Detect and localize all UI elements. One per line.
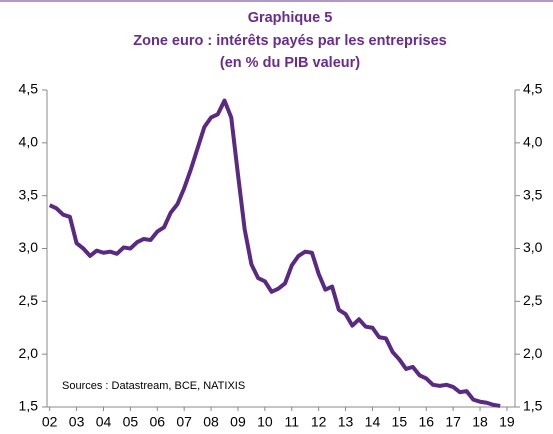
data-line [48, 98, 501, 408]
x-tick-label: 02 [42, 414, 58, 430]
y2-tick-label: 4,0 [523, 134, 543, 150]
x-tick-label: 09 [230, 414, 246, 430]
y2-tick-label: 2,5 [523, 292, 543, 308]
y2-tick-label: 1,5 [523, 398, 543, 414]
chart-title: Graphique 5 [248, 10, 333, 26]
y-tick-label: 4,0 [19, 134, 39, 150]
x-tick-label: 03 [69, 414, 85, 430]
y-tick-label: 3,5 [19, 186, 39, 202]
x-tick-label: 15 [392, 414, 408, 430]
x-tick-label: 04 [96, 414, 112, 430]
x-tick-label: 07 [176, 414, 192, 430]
x-tick-label: 06 [149, 414, 165, 430]
y2-tick-label: 2,0 [523, 345, 543, 361]
x-tick-label: 18 [472, 414, 488, 430]
y2-tick-label: 3,5 [523, 186, 543, 202]
x-tick-label: 10 [257, 414, 273, 430]
y-tick-label: 3,0 [19, 239, 39, 255]
y-tick-label: 2,5 [19, 292, 39, 308]
x-tick-label: 19 [499, 414, 515, 430]
chart-subtitle: Zone euro : intérêts payés par les entre… [133, 33, 446, 49]
x-tick-label: 17 [445, 414, 461, 430]
x-tick-label: 05 [123, 414, 139, 430]
y-tick-label: 1,5 [19, 398, 39, 414]
x-tick-label: 13 [338, 414, 354, 430]
chart-subtitle: (en % du PIB valeur) [220, 55, 360, 71]
x-tick-label: 11 [284, 414, 299, 430]
source-note: Sources : Datastream, BCE, NATIXIS [62, 380, 245, 392]
x-tick-label: 14 [365, 414, 381, 430]
y2-tick-label: 3,0 [523, 239, 543, 255]
y-tick-label: 2,0 [19, 345, 39, 361]
y-tick-label: 4,5 [19, 81, 39, 97]
x-tick-label: 12 [311, 414, 327, 430]
y2-tick-label: 4,5 [523, 81, 543, 97]
x-tick-label: 16 [418, 414, 434, 430]
x-tick-label: 08 [203, 414, 219, 430]
